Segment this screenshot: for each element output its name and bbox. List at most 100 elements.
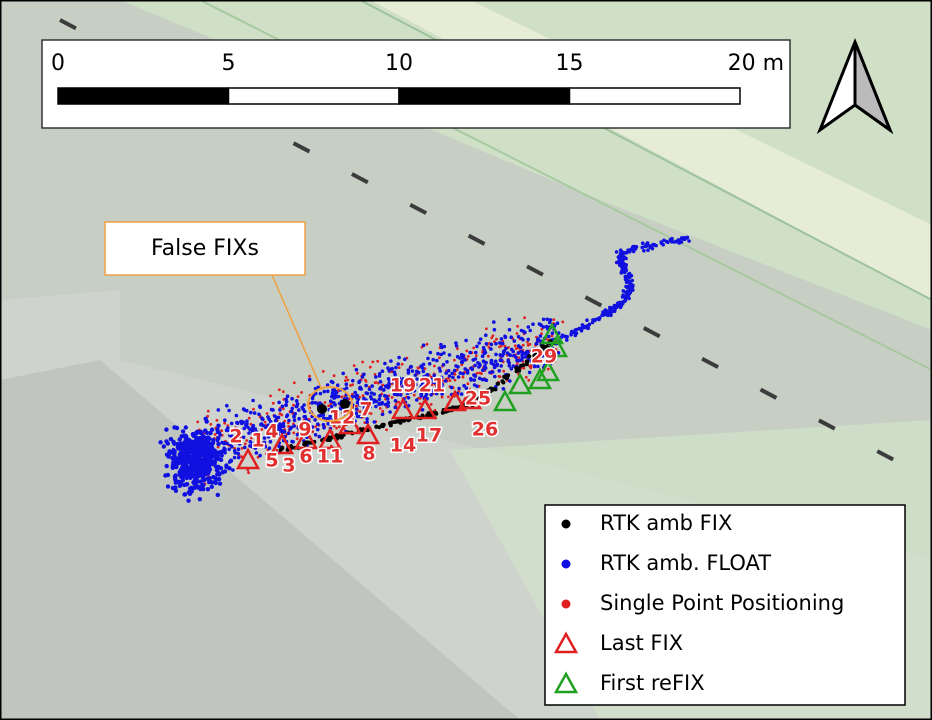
track-point	[435, 359, 439, 363]
track-point	[482, 346, 486, 350]
track-point	[520, 353, 524, 357]
track-point	[329, 399, 333, 403]
track-point	[333, 374, 336, 377]
track-point	[669, 238, 673, 242]
track-point	[510, 348, 514, 352]
track-point	[347, 379, 350, 382]
track-point	[223, 418, 227, 422]
track-point	[438, 356, 441, 359]
track-point	[308, 378, 312, 382]
track-point	[242, 427, 246, 431]
track-point	[492, 334, 495, 337]
track-point	[450, 372, 454, 376]
track-point	[482, 360, 486, 364]
track-point	[462, 376, 465, 379]
track-point	[378, 372, 382, 376]
track-point	[194, 470, 198, 474]
track-point	[613, 309, 617, 313]
track-point	[520, 329, 524, 333]
track-point	[269, 395, 272, 398]
scale-segment	[58, 88, 229, 104]
track-point	[498, 375, 501, 378]
track-point	[353, 364, 356, 367]
track-point	[502, 370, 505, 373]
scale-label: 10	[385, 51, 413, 76]
track-point	[351, 379, 355, 383]
track-point	[436, 352, 440, 356]
track-point	[628, 286, 632, 290]
track-point	[279, 412, 282, 415]
track-point	[217, 408, 221, 412]
track-point	[627, 280, 631, 284]
track-point	[209, 447, 213, 451]
track-point	[201, 475, 205, 479]
track-point	[526, 341, 529, 344]
track-point	[585, 318, 589, 322]
track-point	[448, 374, 452, 378]
track-point	[205, 477, 209, 481]
track-point	[306, 440, 310, 444]
track-point	[381, 413, 385, 417]
track-point	[245, 422, 249, 426]
track-point	[651, 247, 655, 251]
track-point	[217, 472, 221, 476]
scale-label: 0	[51, 51, 65, 76]
track-point	[447, 395, 450, 398]
track-point	[203, 461, 207, 465]
track-point	[507, 359, 511, 363]
scale-label: 5	[222, 51, 236, 76]
track-point	[477, 341, 481, 345]
track-point	[422, 343, 426, 347]
point-label: 5	[265, 450, 278, 472]
track-point	[345, 382, 349, 386]
track-point	[361, 375, 365, 379]
track-point	[260, 422, 264, 426]
track-point	[382, 388, 386, 392]
track-point	[228, 460, 232, 464]
point-label: 9	[298, 419, 311, 441]
track-point	[311, 397, 315, 401]
track-point	[520, 337, 524, 341]
track-point	[288, 427, 292, 431]
track-point	[646, 248, 650, 252]
track-point	[506, 351, 510, 355]
track-point	[487, 355, 490, 358]
track-point	[503, 375, 507, 379]
track-point	[654, 244, 658, 248]
track-point	[602, 313, 606, 317]
track-point	[388, 410, 392, 414]
track-point	[196, 421, 199, 424]
track-point	[237, 447, 241, 451]
track-point	[188, 492, 192, 496]
track-point	[517, 344, 521, 348]
track-point	[430, 403, 433, 406]
track-point	[316, 428, 320, 432]
track-point	[330, 380, 334, 384]
track-point	[204, 417, 208, 421]
point-label: 3	[282, 455, 295, 477]
track-point	[552, 318, 555, 321]
track-point	[214, 433, 217, 436]
track-point	[181, 429, 185, 433]
track-point	[176, 445, 180, 449]
track-point	[389, 423, 393, 427]
track-point	[581, 323, 585, 327]
track-point	[396, 362, 400, 366]
track-point	[570, 331, 574, 335]
track-point	[517, 351, 521, 355]
track-point	[206, 487, 210, 491]
track-point	[345, 386, 349, 390]
track-point	[173, 477, 177, 481]
track-point	[481, 354, 485, 358]
track-point	[209, 443, 213, 447]
track-point	[493, 364, 497, 368]
track-point	[501, 381, 505, 385]
track-point	[358, 387, 362, 391]
track-point	[380, 402, 384, 406]
track-point	[470, 366, 474, 370]
track-point	[460, 360, 464, 364]
track-point	[526, 338, 530, 342]
track-point	[468, 351, 472, 355]
track-point	[313, 418, 317, 422]
track-point	[578, 327, 582, 331]
